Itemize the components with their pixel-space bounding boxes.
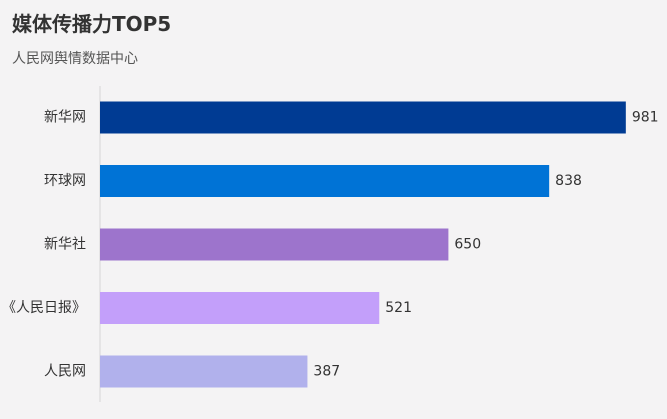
chart-title: 媒体传播力TOP5 — [12, 12, 172, 36]
value-label-4: 521 — [385, 300, 412, 316]
category-label-1: 新华网 — [44, 110, 86, 126]
bar-3 — [100, 228, 449, 261]
value-label-3: 650 — [454, 237, 481, 253]
value-label-2: 838 — [555, 173, 582, 189]
category-label-3: 新华社 — [44, 237, 86, 253]
bar-2 — [100, 165, 550, 197]
value-label-5: 387 — [313, 364, 340, 380]
category-label-5: 人民网 — [44, 364, 86, 380]
bar-1 — [100, 101, 626, 134]
value-label-1: 981 — [632, 110, 659, 126]
bar-5 — [100, 355, 308, 388]
category-label-4: 《人民日报》 — [2, 300, 86, 316]
chart-subtitle: 人民网舆情数据中心 — [12, 51, 138, 67]
bar-4 — [100, 292, 380, 324]
category-label-2: 环球网 — [44, 173, 86, 189]
